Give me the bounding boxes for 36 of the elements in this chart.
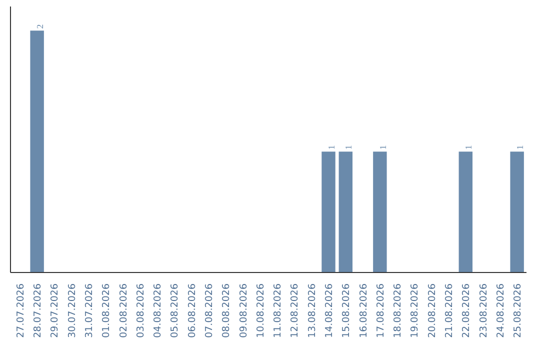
data-label: 1 xyxy=(326,145,336,150)
data-label: 2 xyxy=(35,24,46,29)
x-tick-label: 01.08.2026 xyxy=(101,283,112,338)
x-tick-label: 11.08.2026 xyxy=(272,283,284,338)
data-label: 1 xyxy=(344,145,354,150)
x-tick-label: 03.08.2026 xyxy=(135,283,146,338)
x-tick-label: 12.08.2026 xyxy=(290,283,301,338)
x-tick-label: 27.07.2026 xyxy=(15,283,26,338)
x-tick-label: 08.08.2026 xyxy=(221,283,232,338)
x-tick-label: 04.08.2026 xyxy=(152,283,164,338)
data-label: 1 xyxy=(515,145,526,150)
x-tick-label: 13.08.2026 xyxy=(306,283,318,338)
x-tick-label: 20.08.2026 xyxy=(426,283,438,338)
x-tick-label: 19.08.2026 xyxy=(410,283,421,338)
x-tick-label: 21.08.2026 xyxy=(444,283,455,338)
x-tick-label: 15.08.2026 xyxy=(341,283,352,338)
x-tick-label: 29.07.2026 xyxy=(50,283,61,338)
data-label: 1 xyxy=(378,145,388,150)
x-tick-label: 14.08.2026 xyxy=(324,283,335,338)
x-tick-label: 30.07.2026 xyxy=(66,283,78,338)
x-tick-label: 05.08.2026 xyxy=(170,283,181,338)
x-tick-label: 10.08.2026 xyxy=(255,283,266,338)
x-tick-label: 28.07.2026 xyxy=(32,283,44,338)
x-tick-label: 18.08.2026 xyxy=(392,283,404,338)
x-tick-label: 22.08.2026 xyxy=(461,283,472,338)
x-tick-label: 31.07.2026 xyxy=(84,283,95,338)
x-tick-label: 02.08.2026 xyxy=(118,283,130,338)
x-tick-label: 07.08.2026 xyxy=(204,283,215,338)
x-tick-label: 09.08.2026 xyxy=(238,283,250,338)
x-tick-label: 23.08.2026 xyxy=(478,283,490,338)
x-tick-label: 17.08.2026 xyxy=(375,283,386,338)
x-tick-label: 16.08.2026 xyxy=(358,283,370,338)
x-tick-label: 06.08.2026 xyxy=(186,283,198,338)
x-tick-label: 24.08.2026 xyxy=(495,283,506,338)
data-label: 1 xyxy=(464,145,474,150)
x-tick-label: 25.08.2026 xyxy=(512,283,524,338)
